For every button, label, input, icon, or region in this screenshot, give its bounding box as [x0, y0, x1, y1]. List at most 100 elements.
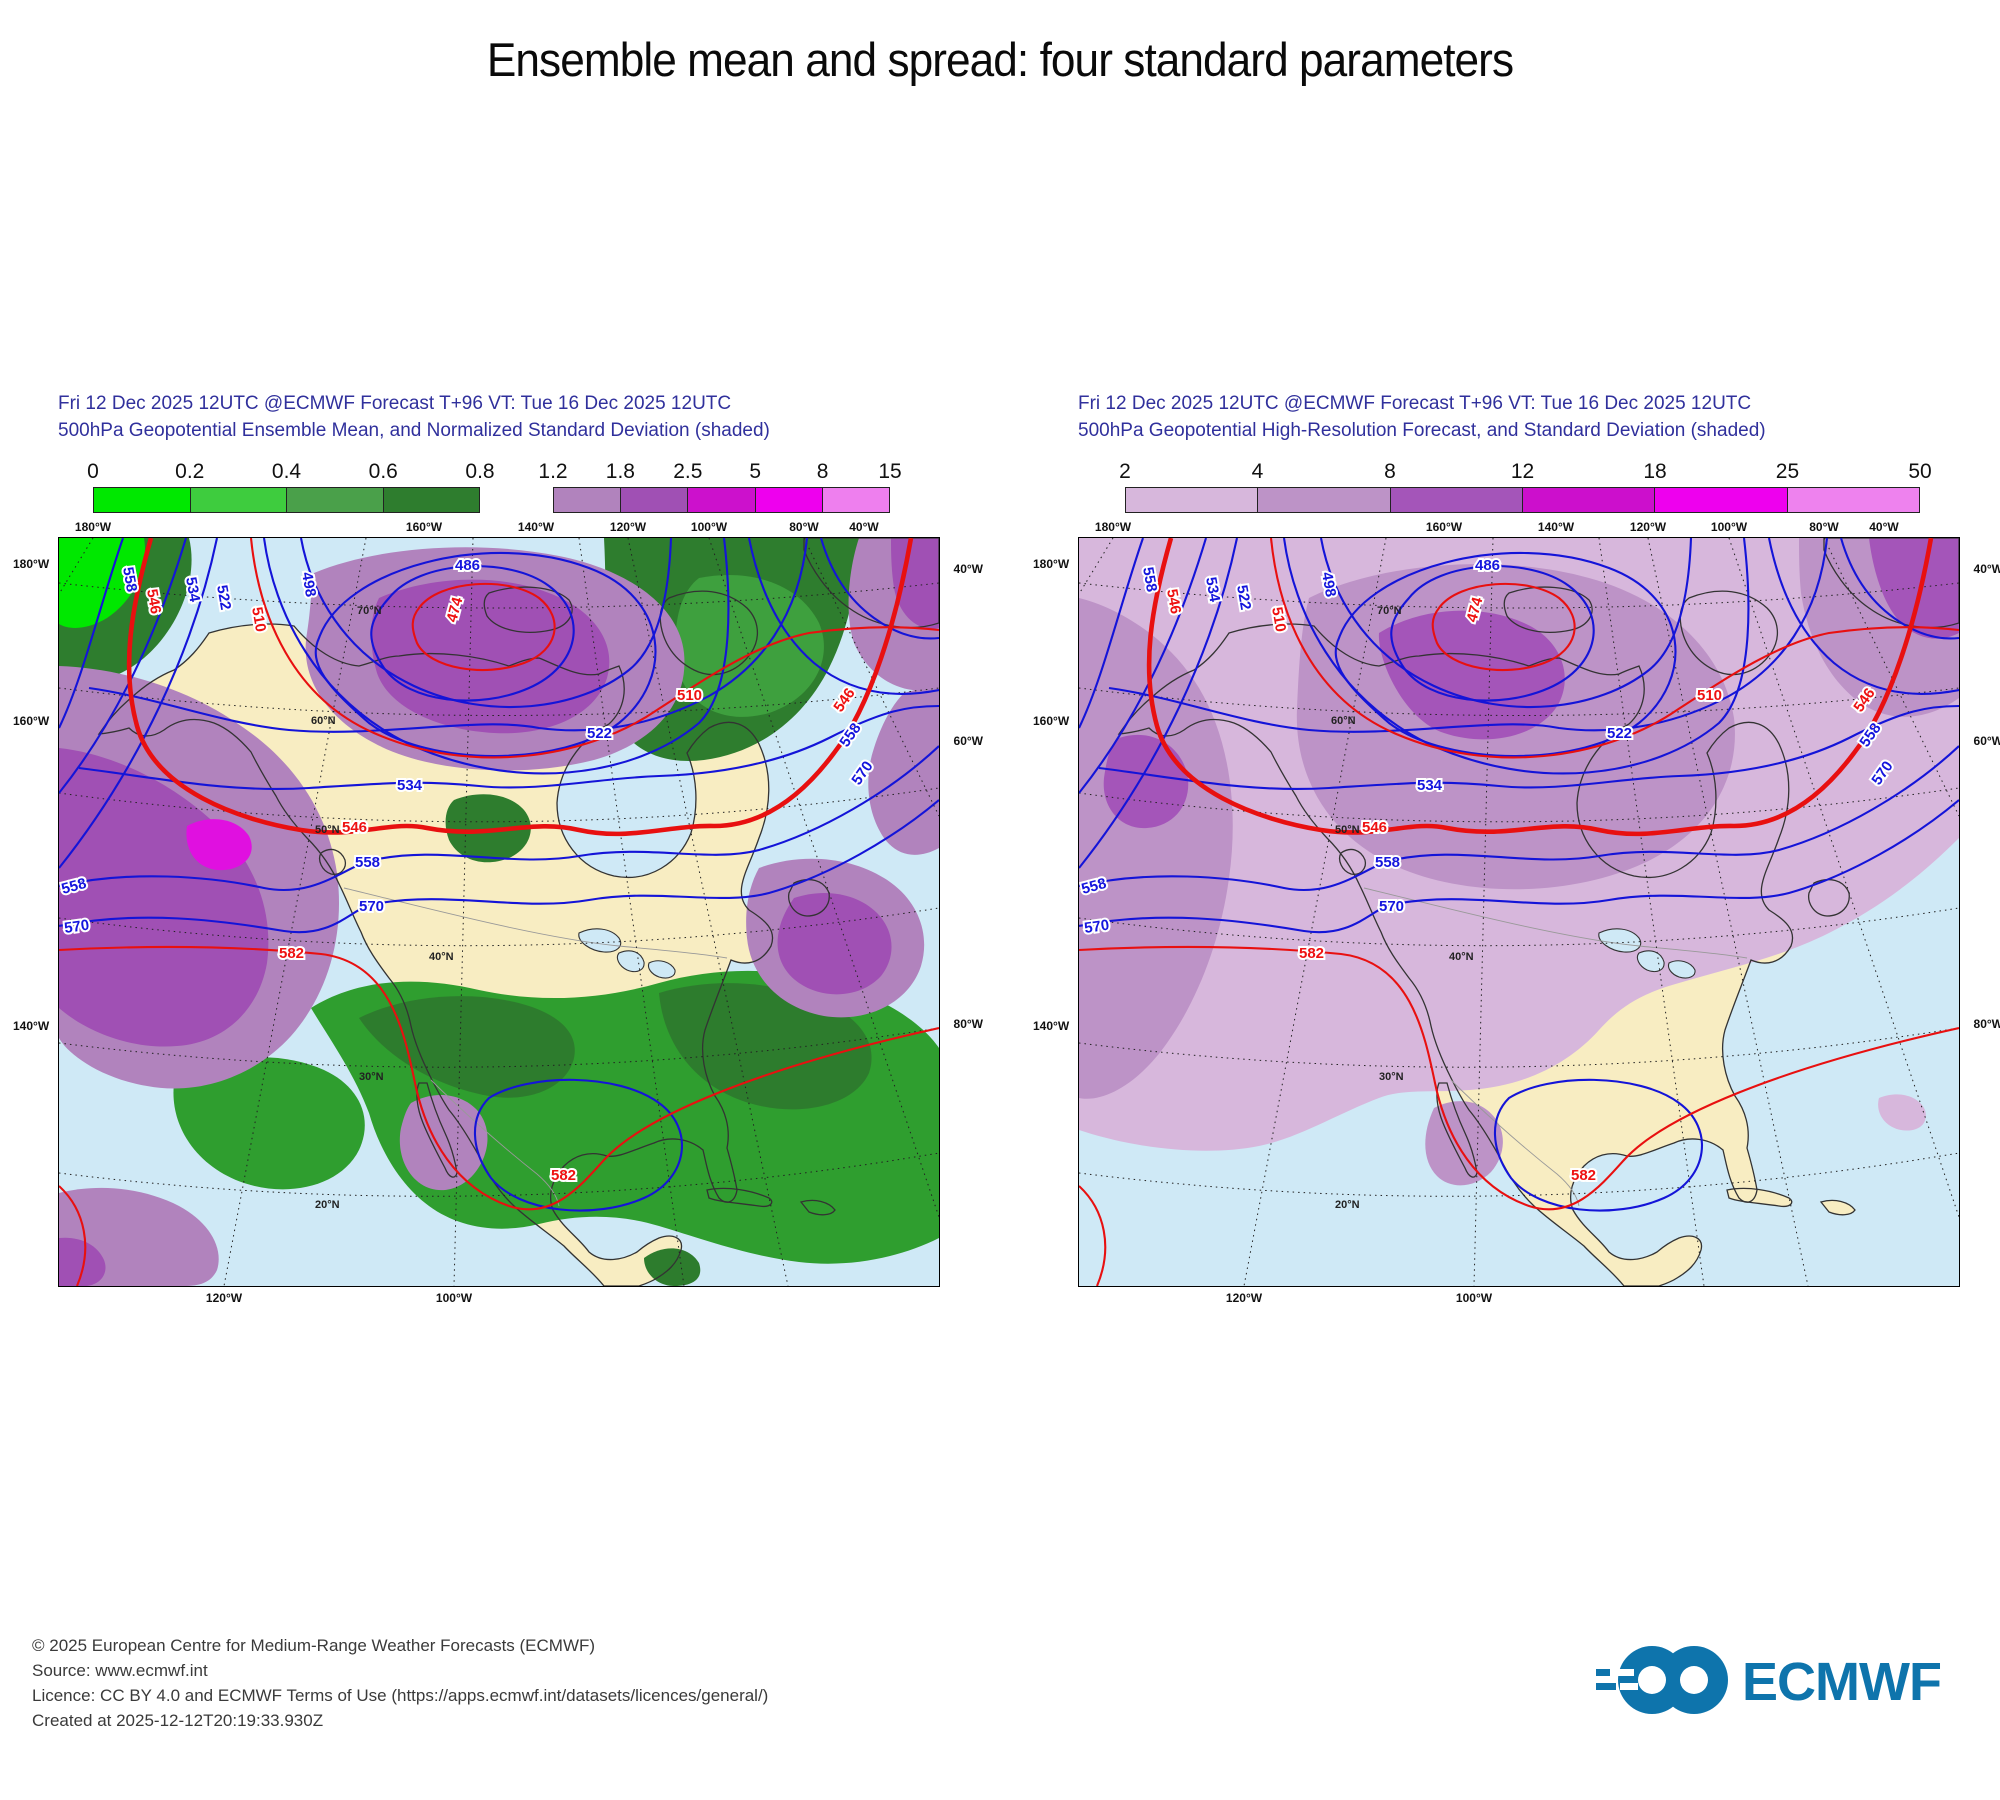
svg-text:582: 582: [1571, 1167, 1596, 1184]
svg-text:40°N: 40°N: [1449, 951, 1474, 963]
axis-label: 40°W: [1973, 562, 2000, 576]
tick-label: 8: [816, 460, 829, 483]
axis-label: 140°W: [1033, 1019, 1070, 1033]
colorbar-left-green: [93, 487, 480, 513]
svg-text:522: 522: [1607, 725, 1632, 742]
axis-label: 40°W: [849, 520, 879, 534]
axis-label: 100°W: [1455, 1291, 1493, 1305]
axis-label: 120°W: [1225, 1291, 1263, 1305]
svg-text:70°N: 70°N: [1377, 605, 1402, 617]
colorbar-left-purple-ticks: 1.2 1.8 2.5 5 8 15: [538, 460, 901, 483]
footer-licence: Licence: CC BY 4.0 and ECMWF Terms of Us…: [32, 1686, 769, 1705]
svg-text:486: 486: [455, 557, 480, 574]
svg-text:582: 582: [279, 945, 304, 962]
tick-label: 0.2: [175, 460, 205, 483]
svg-text:40°N: 40°N: [429, 951, 454, 963]
tick-label: 8: [1384, 460, 1396, 483]
colorbar-cell: [755, 488, 823, 512]
axis-label: 180°W: [1033, 557, 1070, 571]
colorbar-cell: [383, 488, 479, 512]
tick-label: 5: [749, 460, 762, 483]
svg-text:534: 534: [397, 777, 423, 794]
svg-text:546: 546: [1163, 588, 1184, 616]
axis-label: 160°W: [1033, 714, 1070, 728]
colorbar-cell: [1522, 488, 1656, 512]
purple-shading: [59, 538, 939, 1286]
colorbar-left-purple: [553, 487, 890, 513]
tick-label: 0.6: [368, 460, 398, 483]
axis-label: 140°W: [517, 520, 555, 534]
axis-label: 160°W: [13, 714, 50, 728]
footer: © 2025 European Centre for Medium-Range …: [32, 1633, 768, 1733]
tick-label: 50: [1908, 460, 1932, 483]
axis-label: 120°W: [1629, 520, 1667, 534]
axis-label: 120°W: [609, 520, 647, 534]
svg-text:20°N: 20°N: [315, 1199, 340, 1211]
axis-label: 40°W: [1869, 520, 1899, 534]
tick-label: 1.8: [605, 460, 635, 483]
panel-right-header-line2: 500hPa Geopotential High-Resolution Fore…: [1078, 420, 1766, 441]
colorbar-cell: [94, 488, 191, 512]
axis-label: 160°W: [1425, 520, 1463, 534]
tick-label: 0.8: [465, 460, 495, 483]
panel-right-header: Fri 12 Dec 2025 12UTC @ECMWF Forecast T+…: [1078, 390, 1838, 444]
colorbar-right: [1125, 487, 1920, 513]
svg-text:546: 546: [1362, 819, 1387, 836]
axis-label: 140°W: [13, 1019, 50, 1033]
axis-label: 80°W: [789, 520, 819, 534]
svg-text:50°N: 50°N: [1335, 824, 1360, 836]
svg-text:60°N: 60°N: [1331, 715, 1356, 727]
svg-text:510: 510: [677, 687, 702, 704]
axis-label: 180°W: [1094, 520, 1132, 534]
map-right-svg: 70°N 60°N 50°N 40°N 30°N 20°N 558 546 53…: [1079, 538, 1959, 1286]
colorbar-cell: [621, 488, 689, 512]
axis-label: 180°W: [74, 520, 112, 534]
svg-text:546: 546: [342, 819, 367, 836]
svg-text:534: 534: [1417, 777, 1443, 794]
svg-text:70°N: 70°N: [357, 605, 382, 617]
svg-text:30°N: 30°N: [1379, 1071, 1404, 1083]
footer-created: Created at 2025-12-12T20:19:33.930Z: [32, 1711, 324, 1730]
svg-text:60°N: 60°N: [311, 715, 336, 727]
colorbar-cell: [1655, 488, 1788, 512]
svg-text:570: 570: [63, 917, 90, 937]
svg-text:570: 570: [359, 898, 384, 915]
panel-left-header: Fri 12 Dec 2025 12UTC @ECMWF Forecast T+…: [58, 390, 818, 444]
tick-label: 0: [87, 460, 99, 483]
axis-label: 60°W: [953, 734, 983, 748]
axis-label: 120°W: [205, 1291, 243, 1305]
map-left-ensemble-mean: 70°N 60°N 50°N 40°N 30°N 20°N 558 546 53…: [13, 520, 983, 1305]
tick-label: 1.2: [538, 460, 568, 483]
footer-copyright: © 2025 European Centre for Medium-Range …: [32, 1636, 596, 1655]
axis-label: 80°W: [1973, 1017, 2000, 1031]
svg-text:582: 582: [551, 1167, 576, 1184]
tick-label: 0.4: [271, 460, 302, 483]
colorbar-right-ticks: 2 4 8 12 18 25 50: [1119, 460, 1932, 483]
page-title: Ensemble mean and spread: four standard …: [486, 33, 1514, 86]
colorbar-cell: [1390, 488, 1523, 512]
tick-label: 2.5: [673, 460, 703, 483]
axis-label: 140°W: [1537, 520, 1575, 534]
axis-label: 40°W: [953, 562, 983, 576]
tick-label: 4: [1251, 460, 1264, 483]
svg-text:570: 570: [1083, 917, 1110, 937]
axis-label: 100°W: [690, 520, 728, 534]
colorbar-cell: [554, 488, 622, 512]
tick-label: 12: [1510, 460, 1535, 483]
svg-text:510: 510: [1697, 687, 1722, 704]
svg-text:30°N: 30°N: [359, 1071, 384, 1083]
graticule-labels: 70°N 60°N 50°N 40°N 30°N 20°N: [1331, 605, 1474, 1211]
tick-label: 18: [1643, 460, 1667, 483]
ecmwf-logo-text: ECMWF: [1742, 1652, 1942, 1712]
tick-label: 25: [1775, 460, 1800, 483]
svg-text:20°N: 20°N: [1335, 1199, 1360, 1211]
axis-label: 80°W: [953, 1017, 983, 1031]
svg-text:558: 558: [355, 854, 380, 871]
colorbar-cell: [1787, 488, 1919, 512]
tick-label: 2: [1119, 460, 1131, 483]
colorbar-cell: [1258, 488, 1391, 512]
panel-right-header-line1: Fri 12 Dec 2025 12UTC @ECMWF Forecast T+…: [1078, 393, 1752, 414]
ecmwf-logo: ECMWF: [1596, 1642, 1942, 1722]
svg-text:570: 570: [1379, 898, 1404, 915]
panel-left-header-line2: 500hPa Geopotential Ensemble Mean, and N…: [58, 420, 770, 441]
